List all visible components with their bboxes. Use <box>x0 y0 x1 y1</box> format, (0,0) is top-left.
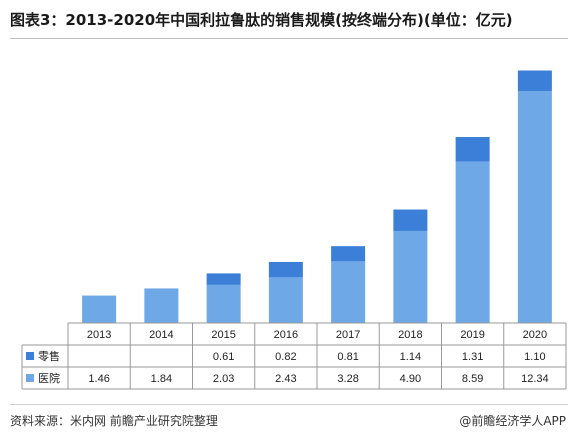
data-label-hospital-2017: 3.28 <box>337 373 358 385</box>
bar-retail-2019 <box>455 137 490 162</box>
data-label-retail-2020: 1.10 <box>524 351 545 363</box>
data-label-hospital-2019: 8.59 <box>462 373 483 385</box>
bar-retail-2020 <box>517 70 552 92</box>
data-label-retail-2017: 0.81 <box>337 351 358 363</box>
legend-swatch-retail <box>26 352 34 360</box>
data-label-hospital-2020: 12.34 <box>521 373 549 385</box>
bar-hospital-2015 <box>206 284 241 323</box>
bar-group <box>82 70 552 323</box>
tick-label-2016: 2016 <box>274 329 298 341</box>
data-label-retail-2015: 0.61 <box>213 351 234 363</box>
tick-label-2020: 2020 <box>523 329 547 341</box>
bar-hospital-2014 <box>144 288 179 323</box>
source-note: 资料来源：米内网 前瞻产业研究院整理 <box>10 414 218 428</box>
tick-label-2019: 2019 <box>460 329 484 341</box>
bar-hospital-2016 <box>268 277 303 323</box>
legend-swatch-hospital <box>26 374 34 382</box>
data-label-hospital-2014: 1.84 <box>151 373 172 385</box>
data-table: 2013 2014 2015 2016 2017 2018 2019 2020 零售 0.61 0.… <box>21 322 567 390</box>
bar-hospital-2019 <box>455 161 490 323</box>
bar-hospital-2020 <box>517 91 552 323</box>
data-label-retail-2018: 1.14 <box>400 351 421 363</box>
chart-title: 图表3：2013-2020年中国利拉鲁肽的销售规模(按终端分布)(单位：亿元) <box>10 11 513 29</box>
tick-label-2018: 2018 <box>398 329 422 341</box>
footer-divider <box>10 404 568 405</box>
data-label-hospital-2015: 2.03 <box>213 373 234 385</box>
title-divider <box>10 38 568 39</box>
tick-label-2015: 2015 <box>211 329 235 341</box>
tick-label-2017: 2017 <box>336 329 360 341</box>
legend-label-retail: 零售 <box>38 349 60 363</box>
data-label-hospital-2013: 1.46 <box>88 373 109 385</box>
stacked-bar-chart: 2013 2014 2015 2016 2017 2018 2019 2020 零售 0.61 0.… <box>21 70 567 390</box>
bar-retail-2018 <box>393 209 428 231</box>
bar-retail-2017 <box>331 246 366 262</box>
bar-hospital-2017 <box>331 261 366 323</box>
data-label-retail-2019: 1.31 <box>462 351 483 363</box>
tick-label-2013: 2013 <box>87 329 111 341</box>
bar-retail-2016 <box>268 261 303 278</box>
data-label-hospital-2018: 4.90 <box>400 373 421 385</box>
bar-retail-2015 <box>206 273 241 285</box>
data-label-hospital-2016: 2.43 <box>275 373 296 385</box>
credit-note: @前瞻经济学人APP <box>459 414 566 428</box>
bar-hospital-2013 <box>82 295 117 323</box>
data-label-retail-2016: 0.82 <box>275 351 296 363</box>
legend-label-hospital: 医院 <box>38 371 60 385</box>
tick-label-2014: 2014 <box>149 329 173 341</box>
bar-hospital-2018 <box>393 230 428 323</box>
